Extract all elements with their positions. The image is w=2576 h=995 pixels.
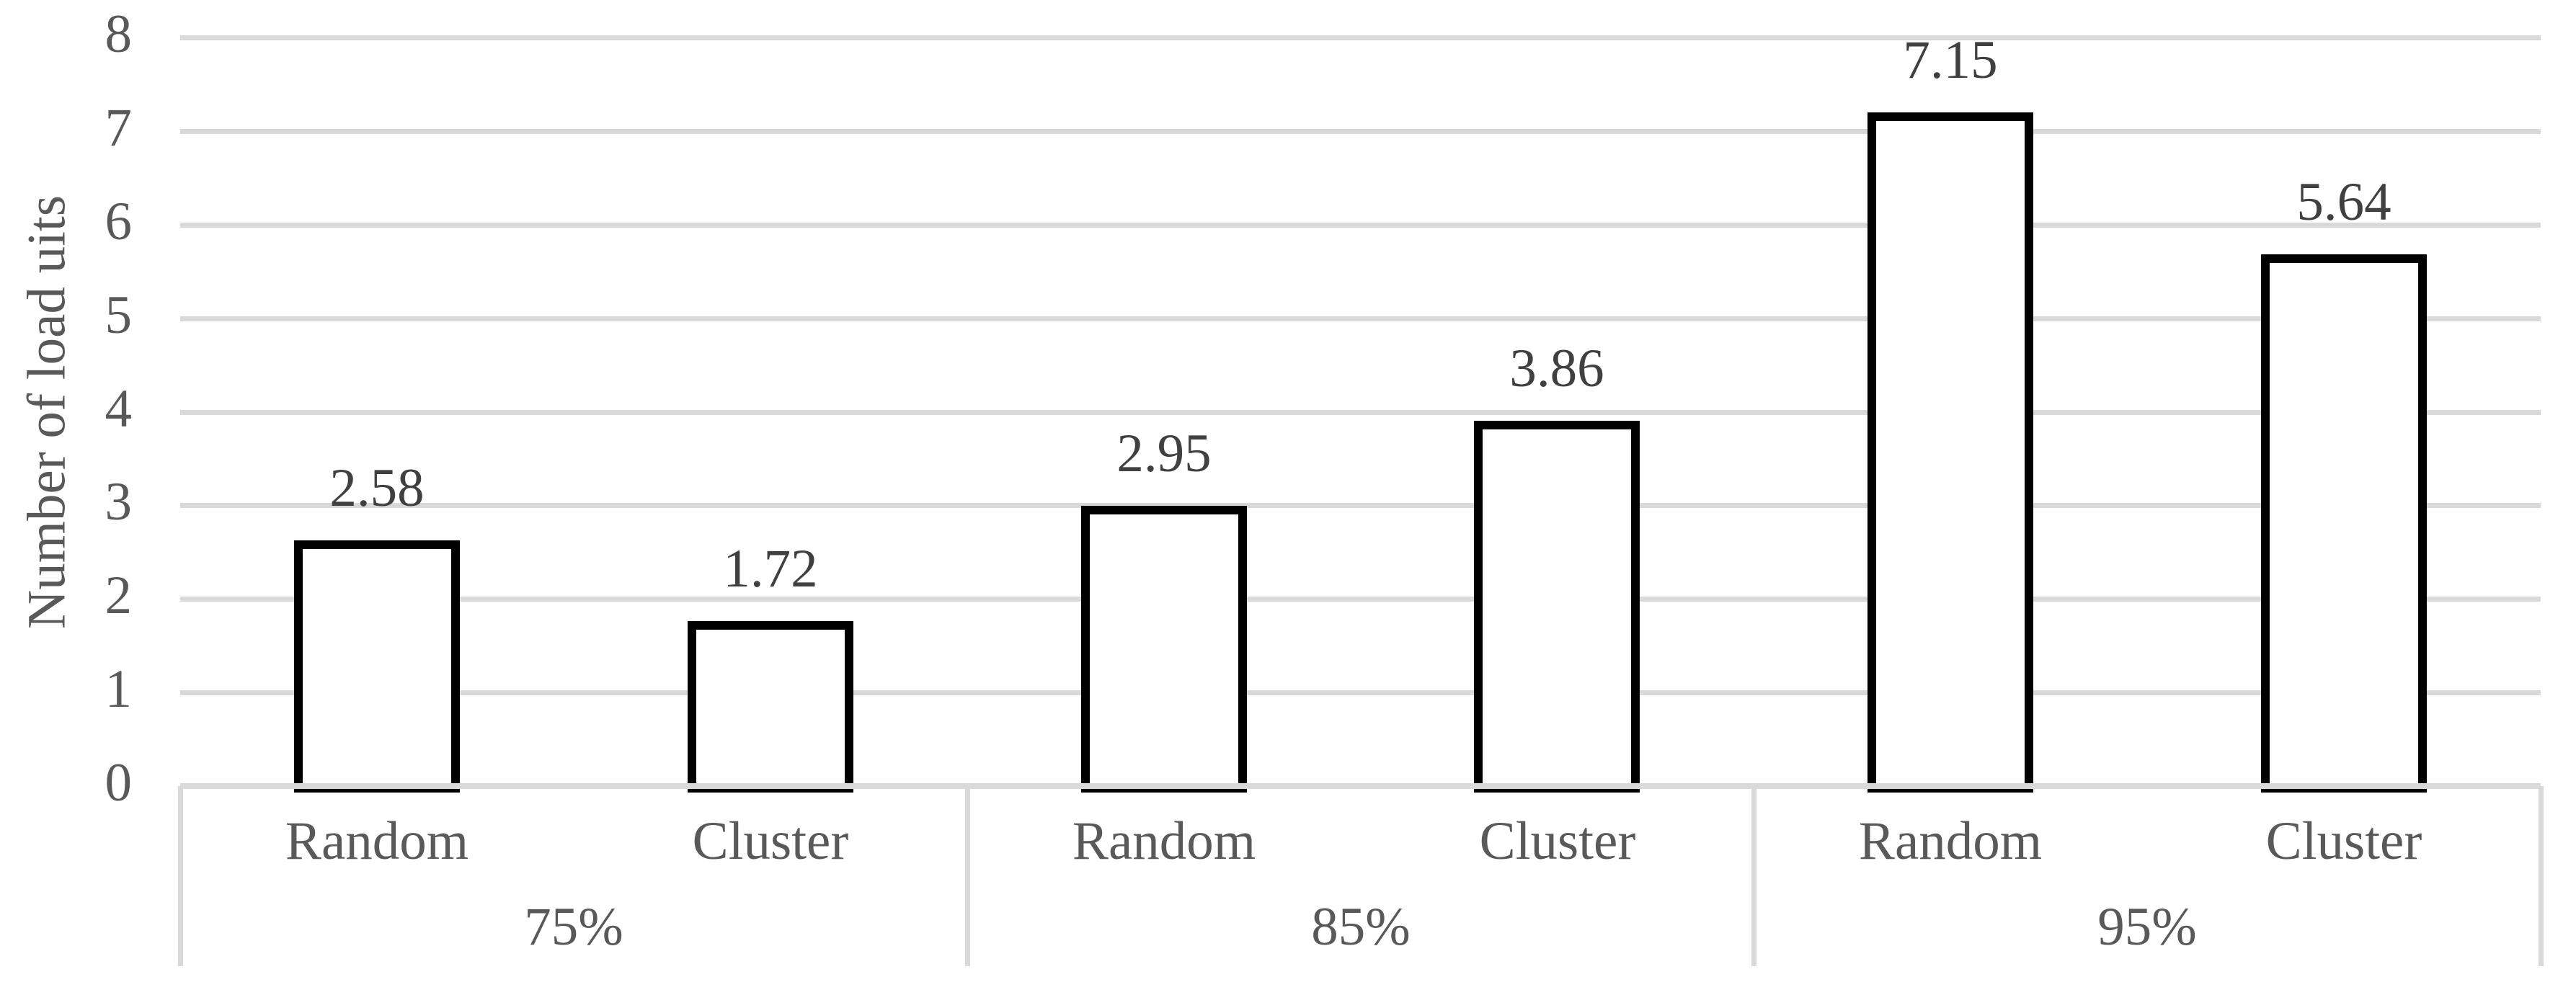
category-divider — [2539, 786, 2544, 966]
y-axis-tick-label: 1 — [105, 659, 133, 719]
bar-value-label: 7.15 — [1903, 30, 1998, 90]
y-axis-tick-label: 8 — [105, 4, 133, 64]
group-label-85%: 85% — [1311, 897, 1411, 957]
bar-value-label: 1.72 — [723, 539, 818, 599]
bar-cluster-85% — [1474, 421, 1640, 793]
y-gridline — [180, 129, 2541, 134]
x-axis-line — [180, 783, 2541, 789]
group-label-75%: 75% — [524, 897, 623, 957]
y-axis-tick-label: 5 — [105, 285, 133, 345]
y-gridline — [180, 35, 2541, 40]
y-axis-tick-label: 4 — [105, 379, 133, 439]
y-axis-tick-label: 2 — [105, 566, 133, 625]
bar-random-85% — [1081, 506, 1247, 793]
category-label-cluster: Cluster — [692, 811, 849, 871]
y-gridline — [180, 690, 2541, 695]
bar-random-95% — [1867, 112, 2033, 793]
y-gridline — [180, 316, 2541, 321]
category-label-random: Random — [1072, 811, 1256, 871]
group-label-95%: 95% — [2097, 897, 2197, 957]
y-gridline — [180, 597, 2541, 602]
bar-value-label: 3.86 — [1509, 339, 1604, 398]
y-gridline — [180, 223, 2541, 228]
category-label-cluster: Cluster — [2265, 811, 2422, 871]
bar-random-75% — [294, 540, 460, 793]
bar-cluster-95% — [2261, 254, 2427, 793]
bar-cluster-75% — [688, 621, 853, 793]
y-axis-tick-label: 7 — [105, 98, 133, 158]
category-label-random: Random — [285, 811, 469, 871]
y-axis-tick-label: 3 — [105, 472, 133, 532]
category-divider — [1751, 786, 1756, 966]
category-divider — [965, 786, 970, 966]
bar-value-label: 5.64 — [2296, 172, 2391, 232]
bar-value-label: 2.95 — [1116, 424, 1212, 483]
bar-value-label: 2.58 — [329, 458, 425, 518]
y-axis-tick-label: 6 — [105, 192, 133, 251]
category-label-random: Random — [1858, 811, 2043, 871]
y-gridline — [180, 410, 2541, 415]
y-gridline — [180, 503, 2541, 508]
category-label-cluster: Cluster — [1479, 811, 1636, 871]
y-axis-tick-label: 0 — [105, 753, 133, 813]
category-divider — [178, 786, 183, 966]
